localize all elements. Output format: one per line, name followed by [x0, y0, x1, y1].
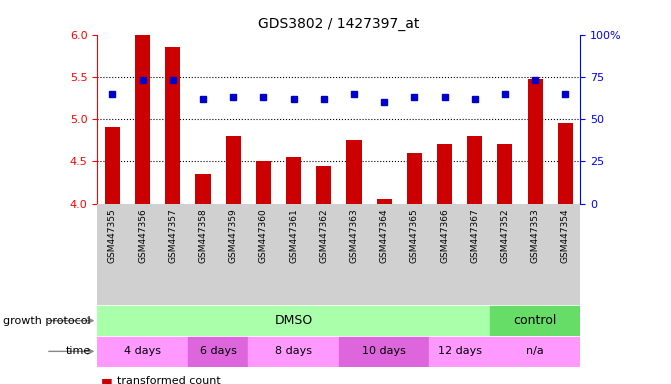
Bar: [407, 153, 422, 204]
Text: GSM447362: GSM447362: [319, 209, 328, 263]
Bar: [248, 204, 278, 305]
Text: GSM447355: GSM447355: [108, 209, 117, 263]
Bar: [225, 136, 241, 204]
Text: control: control: [513, 314, 557, 327]
Text: transformed count: transformed count: [117, 376, 221, 384]
Bar: [399, 204, 429, 305]
Text: GSM447366: GSM447366: [440, 209, 449, 263]
Bar: [188, 337, 248, 366]
Bar: [97, 306, 490, 335]
Text: time: time: [65, 346, 91, 356]
Bar: [339, 204, 369, 305]
Text: GDS3802 / 1427397_at: GDS3802 / 1427397_at: [258, 17, 419, 31]
Text: DMSO: DMSO: [274, 314, 313, 327]
Bar: [550, 204, 580, 305]
Bar: [490, 306, 580, 335]
Bar: [527, 79, 543, 204]
Text: 12 days: 12 days: [437, 346, 482, 356]
Text: ■: ■: [101, 376, 113, 384]
Bar: [105, 127, 120, 204]
Bar: [135, 35, 150, 204]
Bar: [520, 204, 550, 305]
Bar: [429, 337, 490, 366]
Text: GSM447364: GSM447364: [380, 209, 389, 263]
Text: GSM447360: GSM447360: [259, 209, 268, 263]
Bar: [429, 204, 460, 305]
Bar: [558, 123, 573, 204]
Bar: [165, 47, 180, 204]
Bar: [437, 144, 452, 204]
Text: GSM447352: GSM447352: [501, 209, 509, 263]
Bar: [460, 204, 490, 305]
Bar: [339, 337, 429, 366]
Bar: [309, 204, 339, 305]
Text: GSM447359: GSM447359: [229, 209, 238, 263]
Text: GSM447354: GSM447354: [561, 209, 570, 263]
Bar: [188, 204, 218, 305]
Bar: [286, 157, 301, 204]
Bar: [346, 140, 362, 204]
Bar: [127, 204, 158, 305]
Bar: [97, 337, 188, 366]
Text: GSM447358: GSM447358: [199, 209, 207, 263]
Bar: [490, 204, 520, 305]
Text: 6 days: 6 days: [200, 346, 236, 356]
Text: GSM447353: GSM447353: [531, 209, 539, 263]
Text: GSM447363: GSM447363: [350, 209, 358, 263]
Bar: [316, 166, 331, 204]
Bar: [97, 204, 127, 305]
Bar: [376, 199, 392, 204]
Text: GSM447365: GSM447365: [410, 209, 419, 263]
Bar: [218, 204, 248, 305]
Text: 4 days: 4 days: [124, 346, 161, 356]
Bar: [467, 136, 482, 204]
Text: GSM447367: GSM447367: [470, 209, 479, 263]
Bar: [490, 337, 580, 366]
Text: 10 days: 10 days: [362, 346, 406, 356]
Bar: [497, 144, 513, 204]
Bar: [195, 174, 211, 204]
Text: GSM447356: GSM447356: [138, 209, 147, 263]
Text: n/a: n/a: [526, 346, 544, 356]
Text: GSM447357: GSM447357: [168, 209, 177, 263]
Bar: [248, 337, 339, 366]
Bar: [256, 161, 271, 204]
Text: growth protocol: growth protocol: [3, 316, 91, 326]
Text: 8 days: 8 days: [275, 346, 312, 356]
Bar: [158, 204, 188, 305]
Bar: [278, 204, 309, 305]
Text: GSM447361: GSM447361: [289, 209, 298, 263]
Bar: [369, 204, 399, 305]
